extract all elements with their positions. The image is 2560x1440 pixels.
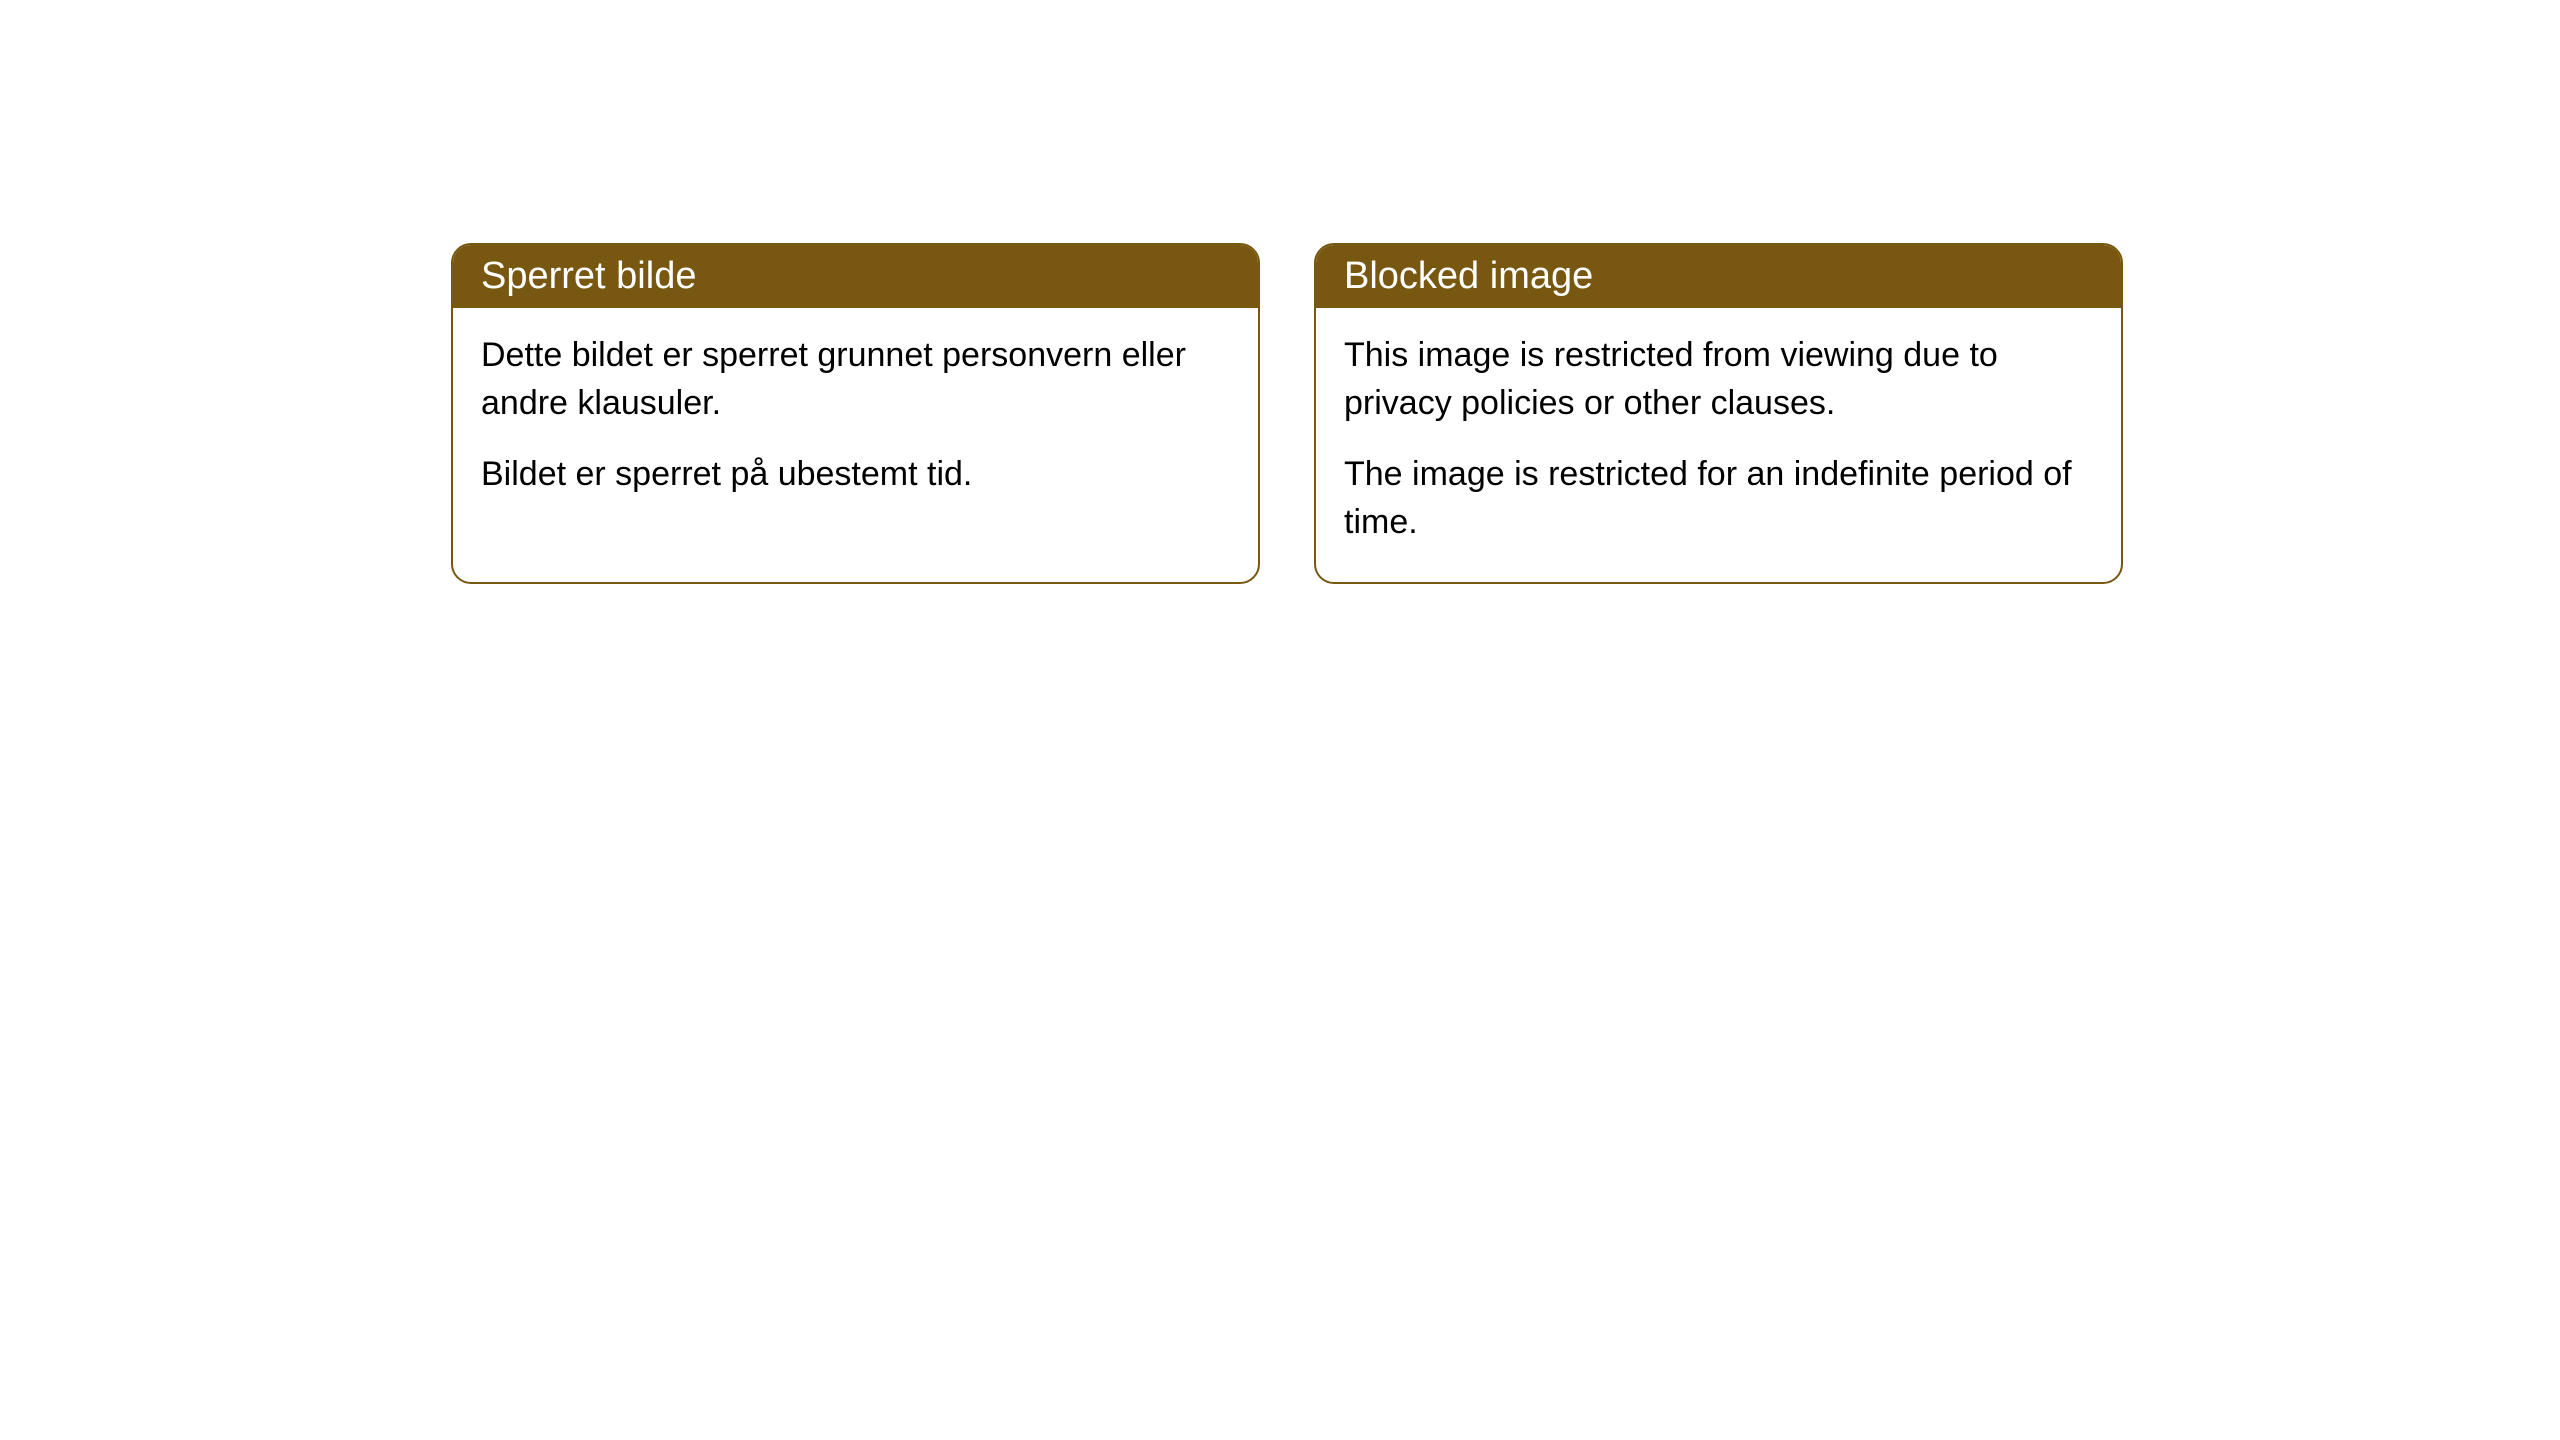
card-title-en: Blocked image bbox=[1344, 255, 1593, 297]
blocked-image-card-en: Blocked image This image is restricted f… bbox=[1314, 243, 2123, 584]
card-body-no: Dette bildet er sperret grunnet personve… bbox=[453, 308, 1258, 535]
card-paragraph-2-no: Bildet er sperret på ubestemt tid. bbox=[481, 451, 1230, 499]
card-title-no: Sperret bilde bbox=[481, 255, 696, 297]
card-header-en: Blocked image bbox=[1316, 245, 2121, 308]
blocked-image-card-no: Sperret bilde Dette bildet er sperret gr… bbox=[451, 243, 1260, 584]
card-header-no: Sperret bilde bbox=[453, 245, 1258, 308]
notice-cards-container: Sperret bilde Dette bildet er sperret gr… bbox=[451, 243, 2123, 584]
card-paragraph-1-no: Dette bildet er sperret grunnet personve… bbox=[481, 332, 1230, 427]
card-paragraph-1-en: This image is restricted from viewing du… bbox=[1344, 332, 2093, 427]
card-body-en: This image is restricted from viewing du… bbox=[1316, 308, 2121, 582]
card-paragraph-2-en: The image is restricted for an indefinit… bbox=[1344, 451, 2093, 546]
